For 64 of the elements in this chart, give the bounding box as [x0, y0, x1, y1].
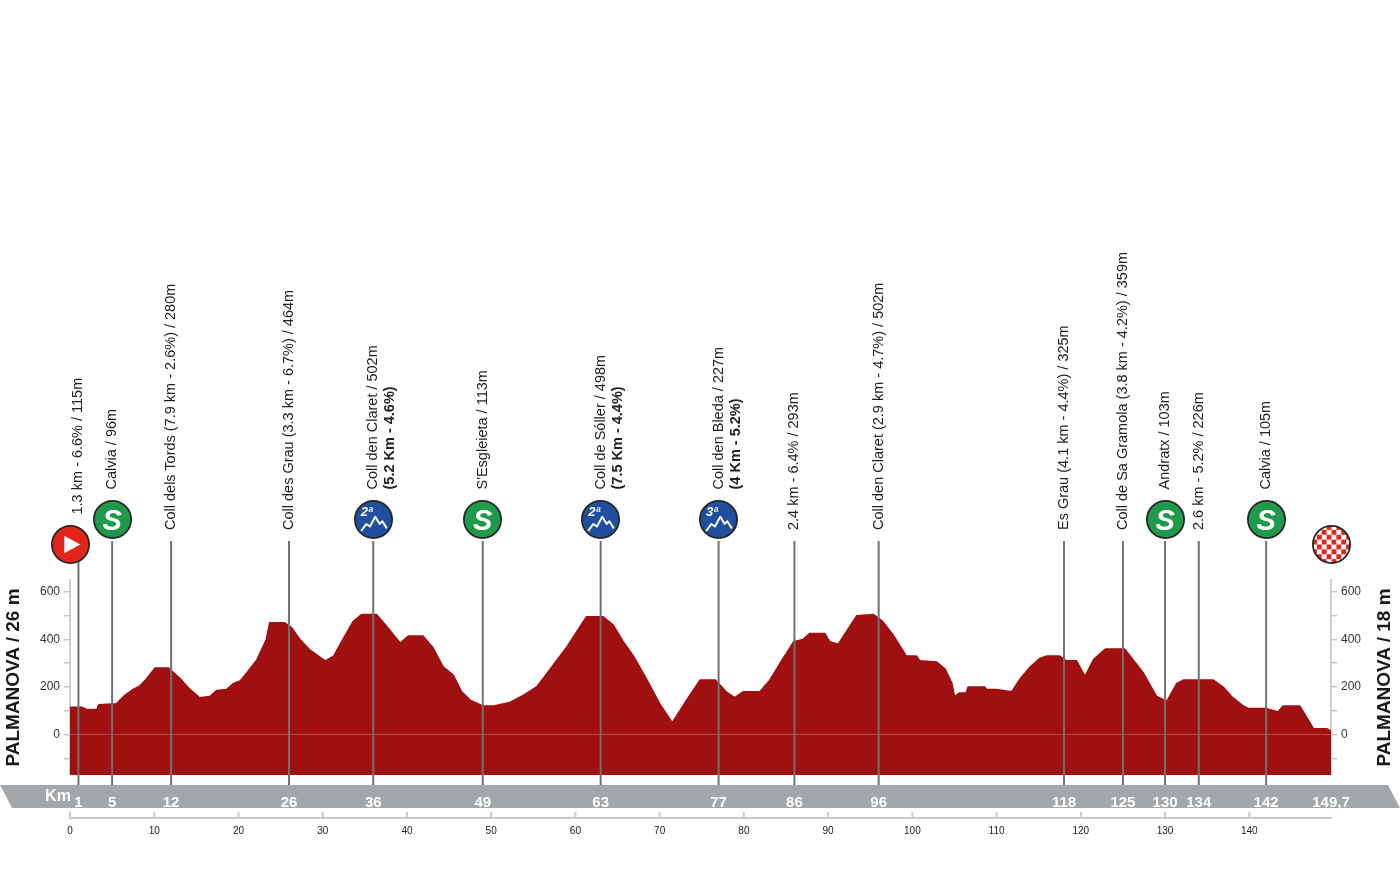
text: Coll den Claret (2.9 km - 4.7%) / 502m	[869, 282, 886, 530]
x2-tick-label: 12	[162, 793, 180, 811]
text: Calvia / 105m	[1257, 400, 1274, 490]
text: Coll dels Tords (7.9 km - 2.6%) / 280m	[162, 283, 179, 530]
x2-tick-label: 130	[1152, 793, 1178, 811]
x-tick-label: 140	[1240, 824, 1259, 836]
x2-tick-label: 118	[1051, 793, 1077, 811]
x2-tick-label: 49	[474, 793, 492, 811]
x2-tick-label: 142	[1253, 793, 1279, 811]
text: 1.3 km - 6.6% / 115m	[69, 377, 86, 515]
text: S	[1155, 503, 1175, 536]
text: Coll de Sa Gramola (3.8 km - 4.2%) / 359m	[1113, 251, 1130, 530]
text: S	[1256, 503, 1276, 536]
x-tick-label: 120	[1072, 824, 1090, 836]
y2-tick-label: 200	[1341, 679, 1362, 694]
text: Andratx / 103m	[1156, 391, 1173, 490]
x-tick-label: 110	[988, 824, 1005, 836]
x-tick-label: 30	[317, 824, 329, 836]
x2-tick-label: 96	[870, 793, 887, 811]
text: 2.6 km - 5.2% / 226m	[1189, 392, 1206, 530]
x2-tick-label: 1	[74, 793, 83, 811]
x-tick-label: 130	[1156, 824, 1174, 836]
y-axis-title: PALMANOVA / 26 m	[2, 588, 24, 767]
x2-axis-title: Km	[45, 786, 71, 804]
x-tick-label: 80	[738, 824, 750, 836]
x2-tick-label: 149,7	[1312, 793, 1350, 811]
y-tick-label: 0	[53, 726, 61, 741]
x-tick-label: 40	[401, 824, 413, 836]
text: Coll des Grau (3.3 km - 6.7%) / 464m	[280, 289, 297, 530]
x2-tick-label: 125	[1110, 793, 1136, 811]
x-tick-label: 100	[904, 824, 922, 836]
text: S'Esgleieta / 113m	[473, 370, 490, 490]
x2-tick-label: 134	[1186, 793, 1212, 811]
x2-tick-label: 63	[592, 793, 610, 811]
text: S	[473, 503, 493, 536]
y-tick-label: 200	[39, 679, 61, 694]
x-tick-label: 50	[485, 824, 498, 836]
y2-axis-title: PALMANOVA / 18 m	[1373, 588, 1395, 767]
x2-tick-label: 5	[107, 793, 117, 811]
text: Calvia / 96m	[103, 408, 120, 490]
x2-tick-label: 26	[280, 793, 298, 811]
x-tick-label: 10	[148, 824, 161, 836]
text: 2ª	[360, 503, 373, 519]
x-tick-label: 20	[232, 824, 245, 836]
x2-tick-label: 77	[710, 793, 727, 811]
text: Es Grau (4.1 km - 4.4%) / 325m	[1054, 325, 1071, 530]
text: 2.4 km - 6.4% / 293m	[785, 392, 802, 530]
text: Coll de Sóller / 498m (7.5 Km - 4.4%)	[591, 354, 625, 490]
x-tick-label: 90	[822, 824, 835, 836]
x-tick-label: 70	[654, 824, 666, 836]
text: S	[102, 503, 122, 536]
y-tick-label: 400	[39, 631, 61, 646]
x-tick-label: 60	[569, 824, 582, 836]
text: Coll den Claret / 502m (5.2 Km - 4.6%)	[364, 345, 398, 490]
y2-tick-label: 0	[1341, 726, 1348, 741]
y2-tick-label: 400	[1341, 631, 1362, 646]
x2-tick-label: 36	[364, 793, 382, 811]
y2-tick-label: 600	[1341, 584, 1362, 599]
x2-tick-label: 86	[786, 793, 803, 811]
text: 2ª	[588, 503, 601, 519]
text: Coll den Bleda / 227m (4 Km - 5.2%)	[709, 346, 743, 490]
x-tick-label: 0	[67, 824, 74, 836]
text: 3ª	[706, 503, 719, 519]
y-tick-label: 600	[39, 584, 61, 599]
